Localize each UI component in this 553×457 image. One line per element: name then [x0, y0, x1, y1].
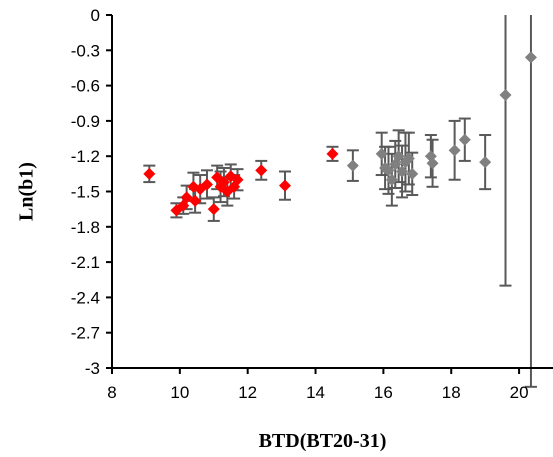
red-diamond-point — [180, 191, 193, 204]
data-markers — [143, 51, 537, 217]
red-diamond-point — [143, 167, 156, 180]
y-tick-label: -3 — [85, 359, 100, 378]
y-axis-title: Ln(b1) — [16, 162, 38, 221]
gray-diamond-point — [524, 51, 537, 64]
red-diamond-point — [189, 194, 202, 207]
y-tick-label: -1.2 — [71, 147, 100, 166]
red-diamond-point — [217, 176, 230, 189]
gray-diamond-point — [406, 167, 419, 180]
y-tick-label: -0.6 — [71, 77, 100, 96]
y-tick-label: -1.5 — [71, 183, 100, 202]
red-diamond-point — [207, 203, 220, 216]
red-diamond-point — [231, 173, 244, 186]
tick-labels: 0 -0.3 -0.6 -0.9 -1.2 -1.5 -1.8 -2.1 -2.4 -2.7 -3 8… — [71, 6, 529, 402]
x-tick-label: 18 — [442, 383, 461, 402]
gray-diamond-point — [396, 165, 409, 178]
red-diamond-point — [279, 179, 292, 192]
x-tick-label: 8 — [107, 383, 116, 402]
error-bar — [499, 15, 512, 287]
x-tick-label: 16 — [374, 383, 393, 402]
error-bar — [524, 15, 537, 388]
y-tick-label: -2.7 — [71, 324, 100, 343]
gray-diamond-point — [385, 173, 398, 186]
gray-diamond-point — [375, 147, 388, 160]
x-tick-label: 12 — [238, 383, 257, 402]
gray-diamond-point — [458, 133, 471, 146]
gray-diamond-point — [499, 89, 512, 102]
red-diamond-point — [200, 178, 213, 191]
red-diamond-point — [255, 164, 268, 177]
gray-diamond-point — [479, 156, 492, 169]
x-tick-label: 20 — [510, 383, 529, 402]
error-bars — [143, 15, 537, 388]
red-diamond-point — [326, 147, 339, 160]
y-tick-label: -0.3 — [71, 41, 100, 60]
gray-diamond-point — [392, 150, 405, 163]
gray-diamond-point — [382, 164, 395, 177]
x-tick-label: 10 — [170, 383, 189, 402]
x-axis-title: BTD(BT20-31) — [259, 430, 387, 452]
y-tick-label: -0.9 — [71, 112, 100, 131]
gray-diamond-point — [346, 159, 359, 172]
gray-diamond-point — [426, 157, 439, 170]
y-tick-label: 0 — [91, 6, 100, 25]
y-tick-label: -1.8 — [71, 218, 100, 237]
x-tick-label: 14 — [306, 383, 325, 402]
axes — [106, 14, 553, 374]
gray-diamond-point — [402, 152, 415, 165]
y-tick-label: -2.4 — [71, 288, 100, 307]
gray-diamond-point — [448, 144, 461, 157]
y-tick-label: -2.1 — [71, 253, 100, 272]
